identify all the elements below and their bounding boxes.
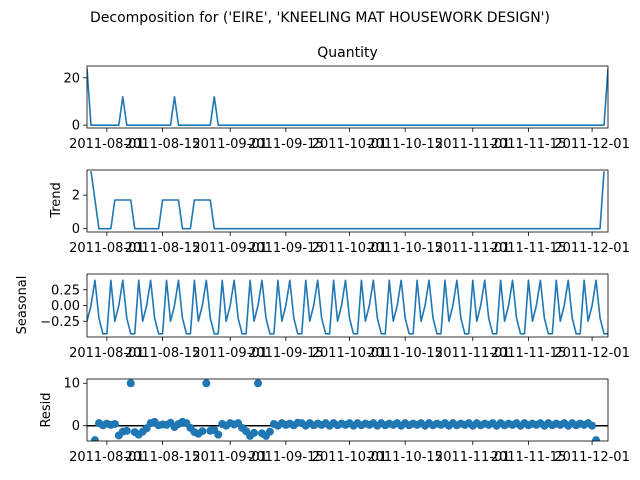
x-tick-label: 2011-11-15 — [491, 241, 567, 256]
panel-data-area — [90, 171, 605, 230]
resid-point — [122, 426, 131, 435]
trend-panel: Trend 2011-08-012011-08-152011-09-012011… — [49, 169, 630, 256]
panel-data-area — [87, 68, 608, 126]
resid-ylabel: Resid — [39, 392, 54, 427]
y-tick-label: 20 — [63, 71, 80, 86]
x-tick-label: 2011-10-15 — [367, 241, 443, 256]
x-tick-label: 2011-10-01 — [312, 137, 388, 152]
seasonal-ylabel: Seasonal — [15, 276, 30, 335]
axes-frame — [86, 65, 609, 129]
y-tick-label: 0 — [72, 419, 80, 434]
y-tick-label: 0 — [72, 222, 80, 237]
resid-point — [250, 428, 259, 437]
x-tick-label: 2011-08-01 — [69, 346, 145, 361]
x-tick-label: 2011-08-15 — [125, 450, 201, 465]
x-tick-label: 2011-12-01 — [554, 346, 630, 361]
x-tick-label: 2011-10-01 — [312, 241, 388, 256]
x-tick-label: 2011-08-15 — [125, 346, 201, 361]
x-tick-label: 2011-09-15 — [248, 450, 324, 465]
resid-point — [214, 430, 223, 439]
x-tick-label: 2011-11-01 — [435, 241, 511, 256]
observed-panel-title: Quantity — [317, 45, 378, 61]
trend-ylabel: Trend — [49, 182, 64, 219]
y-tick-label: 0.00 — [51, 299, 80, 314]
x-tick-label: 2011-08-01 — [69, 137, 145, 152]
x-tick-label: 2011-09-01 — [192, 241, 268, 256]
resid-point — [90, 436, 99, 441]
x-tick-label: 2011-11-01 — [435, 450, 511, 465]
axes-frame — [86, 378, 609, 442]
y-tick-label: −0.25 — [40, 315, 80, 330]
x-tick-label: 2011-12-01 — [554, 137, 630, 152]
x-tick-label: 2011-10-01 — [312, 450, 388, 465]
x-tick-label: 2011-11-01 — [435, 346, 511, 361]
resid-point — [592, 436, 601, 441]
x-tick-label: 2011-10-01 — [312, 346, 388, 361]
x-tick-label: 2011-09-01 — [192, 346, 268, 361]
x-tick-label: 2011-09-01 — [192, 137, 268, 152]
resid-point — [202, 379, 211, 388]
resid-panel: Resid 2011-08-012011-08-152011-09-012011… — [39, 377, 630, 465]
resid-point — [198, 427, 207, 436]
figure-suptitle: Decomposition for ('EIRE', 'KNEELING MAT… — [90, 10, 550, 26]
y-tick-label: 2 — [72, 189, 80, 204]
x-tick-label: 2011-09-15 — [248, 346, 324, 361]
x-tick-label: 2011-10-15 — [367, 137, 443, 152]
panel-data-area — [87, 279, 608, 335]
x-tick-label: 2011-10-15 — [367, 346, 443, 361]
resid-point — [110, 420, 119, 429]
x-tick-label: 2011-09-15 — [248, 241, 324, 256]
x-tick-label: 2011-11-01 — [435, 137, 511, 152]
x-tick-label: 2011-10-15 — [367, 450, 443, 465]
resid-point — [588, 421, 597, 430]
seasonal-panel: Seasonal 2011-08-012011-08-152011-09-012… — [15, 273, 630, 361]
x-tick-label: 2011-09-01 — [192, 450, 268, 465]
panel-data-area — [87, 379, 608, 441]
trend-series-line — [90, 171, 605, 230]
x-tick-label: 2011-08-01 — [69, 450, 145, 465]
x-tick-label: 2011-09-15 — [248, 137, 324, 152]
y-tick-label: 0.25 — [51, 283, 80, 298]
seasonal-series-line — [87, 279, 608, 335]
observed-series-line — [87, 68, 608, 126]
axes-frame — [86, 273, 609, 338]
observed-panel: Quantity 2011-08-012011-08-152011-09-012… — [63, 45, 629, 152]
axes-frame — [86, 169, 609, 233]
resid-point — [254, 379, 263, 388]
x-tick-label: 2011-08-15 — [125, 137, 201, 152]
y-tick-label: 0 — [72, 119, 80, 134]
x-tick-label: 2011-08-15 — [125, 241, 201, 256]
x-tick-label: 2011-12-01 — [554, 241, 630, 256]
x-tick-label: 2011-11-15 — [491, 346, 567, 361]
y-tick-label: 10 — [63, 377, 80, 392]
x-tick-label: 2011-11-15 — [491, 137, 567, 152]
resid-point — [126, 379, 135, 388]
resid-point — [265, 427, 274, 436]
x-tick-label: 2011-08-01 — [69, 241, 145, 256]
x-tick-label: 2011-12-01 — [554, 450, 630, 465]
x-tick-label: 2011-11-15 — [491, 450, 567, 465]
